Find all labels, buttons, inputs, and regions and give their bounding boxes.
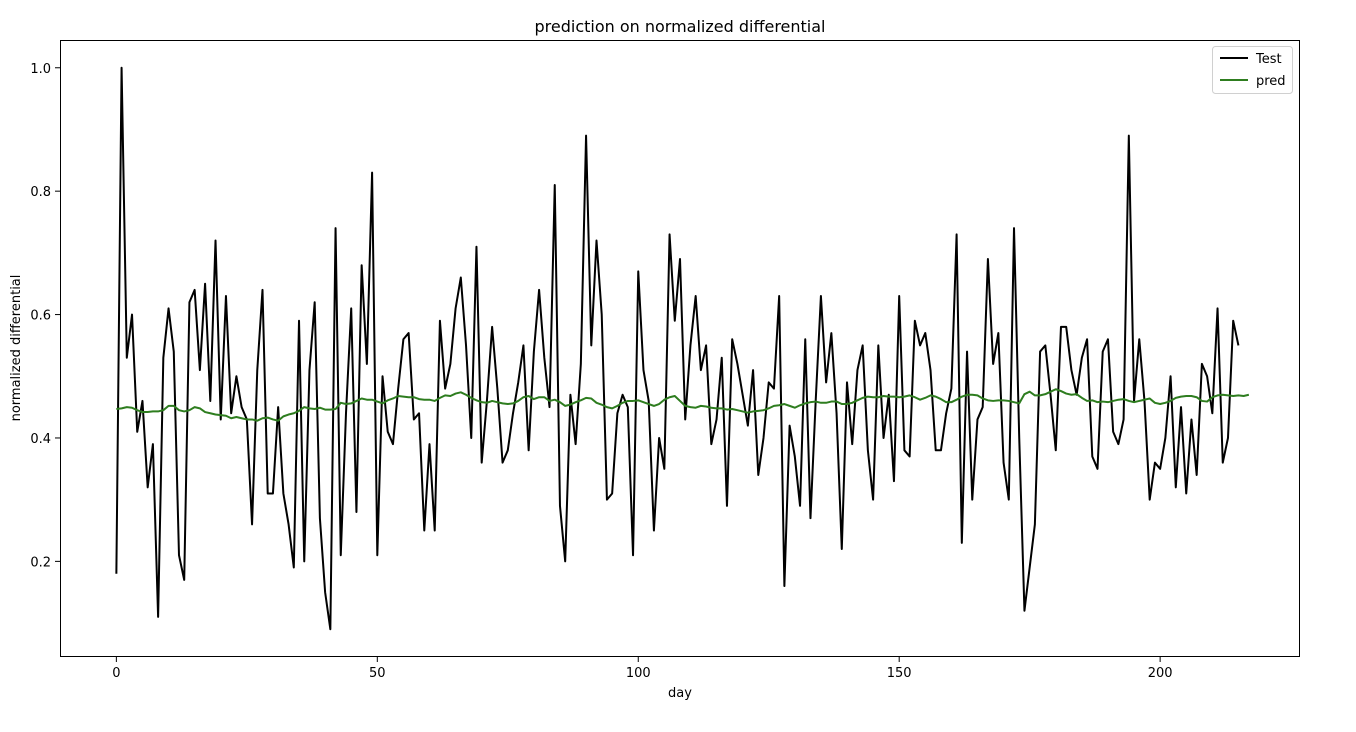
plot-frame [60, 40, 1300, 657]
legend: Test pred [1212, 46, 1293, 94]
y-tick-label: 0.8 [30, 185, 51, 200]
x-tick-label: 100 [626, 666, 651, 681]
plot-area [115, 66, 1250, 631]
series-line-test [115, 66, 1240, 631]
x-tick-label: 150 [887, 666, 912, 681]
y-tick-label: 0.6 [30, 309, 51, 324]
y-tick-label: 1.0 [30, 62, 51, 77]
y-axis-label: normalized differential [9, 275, 24, 422]
legend-label-test: Test [1255, 52, 1282, 67]
y-tick-label: 0.2 [30, 555, 51, 570]
x-axis-label: day [668, 686, 692, 701]
y-axis-ticks: 0.2 0.4 0.6 0.8 1.0 [30, 62, 60, 570]
legend-label-pred: pred [1256, 74, 1286, 89]
x-tick-label: 200 [1148, 666, 1173, 681]
x-tick-label: 50 [369, 666, 386, 681]
y-tick-label: 0.4 [30, 432, 51, 447]
x-axis-ticks: 0 50 100 150 200 [112, 657, 1173, 681]
x-tick-label: 0 [112, 666, 120, 681]
chart-title: prediction on normalized differential [534, 17, 825, 36]
series-line-pred [116, 388, 1250, 422]
